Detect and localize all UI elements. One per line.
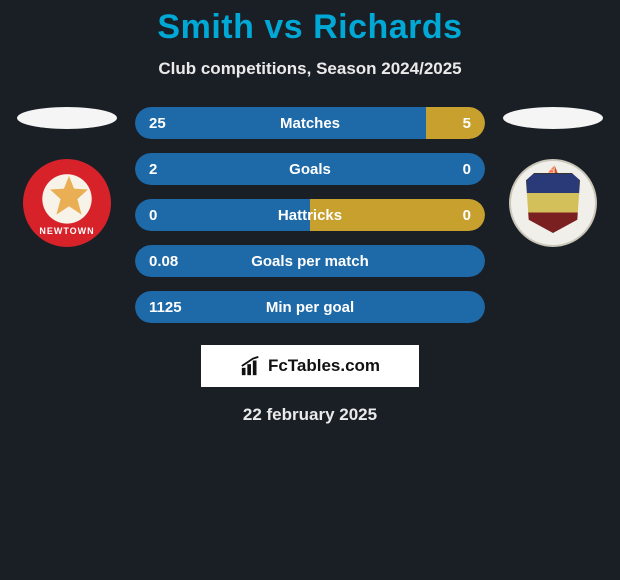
left-team-crest: NEWTOWN bbox=[23, 159, 111, 247]
stat-label: Goals bbox=[289, 161, 331, 178]
stat-value-left: 25 bbox=[149, 115, 166, 132]
stat-row: 25 Matches 5 bbox=[135, 107, 485, 139]
branding-badge[interactable]: FcTables.com bbox=[201, 345, 419, 387]
chart-icon bbox=[240, 355, 262, 377]
stat-row: 1125 Min per goal bbox=[135, 291, 485, 323]
shield-icon bbox=[526, 173, 580, 233]
stat-label: Hattricks bbox=[278, 207, 342, 224]
branding-text: FcTables.com bbox=[268, 356, 380, 376]
stats-column: 25 Matches 5 2 Goals 0 0 Hattricks 0 0.08 Goals pe… bbox=[135, 107, 485, 323]
comparison-widget: Smith vs Richards Club competitions, Sea… bbox=[0, 0, 620, 425]
stat-row: 0 Hattricks 0 bbox=[135, 199, 485, 231]
stat-bar-right bbox=[426, 107, 486, 139]
stat-value-left: 2 bbox=[149, 161, 157, 178]
right-team-crest: ⛵ bbox=[509, 159, 597, 247]
subtitle: Club competitions, Season 2024/2025 bbox=[0, 59, 620, 79]
comparison-row: NEWTOWN 25 Matches 5 2 Goals 0 0 Hattricks 0 0.08… bbox=[0, 107, 620, 323]
stat-label: Matches bbox=[280, 115, 340, 132]
stat-value-left: 0 bbox=[149, 207, 157, 224]
stat-value-left: 0.08 bbox=[149, 253, 178, 270]
stat-row: 0.08 Goals per match bbox=[135, 245, 485, 277]
crest-text: NEWTOWN bbox=[39, 226, 94, 236]
stat-value-left: 1125 bbox=[149, 299, 182, 316]
left-player-photo bbox=[17, 107, 117, 129]
right-player-photo bbox=[503, 107, 603, 129]
stat-value-right: 5 bbox=[463, 115, 471, 132]
date-label: 22 february 2025 bbox=[0, 405, 620, 425]
stat-row: 2 Goals 0 bbox=[135, 153, 485, 185]
page-title: Smith vs Richards bbox=[0, 8, 620, 47]
stat-value-right: 0 bbox=[463, 207, 471, 224]
stat-label: Min per goal bbox=[266, 299, 354, 316]
left-side: NEWTOWN bbox=[17, 107, 117, 247]
stat-label: Goals per match bbox=[251, 253, 369, 270]
stat-value-right: 0 bbox=[463, 161, 471, 178]
right-side: ⛵ bbox=[503, 107, 603, 247]
